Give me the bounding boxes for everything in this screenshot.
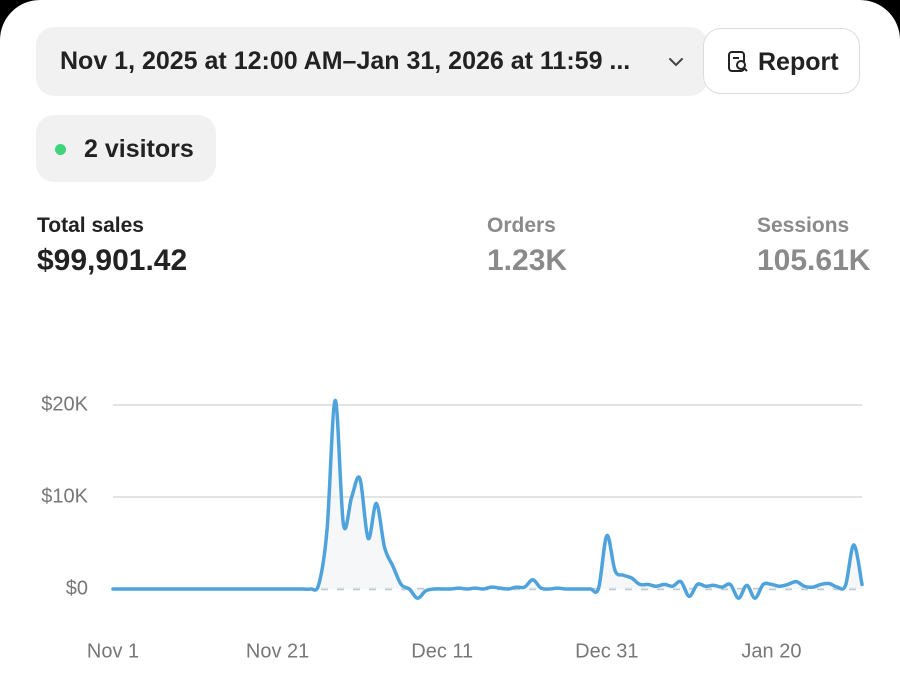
report-icon bbox=[728, 51, 748, 72]
live-dot bbox=[55, 144, 66, 155]
metric-value: 105.61K bbox=[757, 244, 871, 277]
x-tick-label: Dec 31 bbox=[575, 640, 638, 662]
y-tick-label: $20K bbox=[41, 393, 88, 415]
y-tick-label: $10K bbox=[41, 485, 88, 507]
x-tick-label: Nov 21 bbox=[246, 640, 309, 662]
x-tick-label: Nov 1 bbox=[87, 640, 139, 662]
line bbox=[111, 398, 864, 600]
metric-label: Orders bbox=[487, 214, 556, 237]
x-tick-label: Dec 11 bbox=[411, 640, 473, 662]
date-range-picker[interactable]: Nov 1, 2025 at 12:00 AM–Jan 31, 2026 at … bbox=[36, 27, 708, 96]
metric-value: 1.23K bbox=[487, 244, 568, 277]
metric-value: $99,901.42 bbox=[37, 244, 188, 277]
date-range-text: Nov 1, 2025 at 12:00 AM–Jan 31, 2026 at … bbox=[60, 47, 631, 75]
chevron-icon bbox=[669, 58, 683, 67]
area bbox=[113, 400, 862, 599]
y-tick-label: $0 bbox=[66, 577, 88, 599]
metric-label: Sessions bbox=[757, 214, 850, 237]
visitors-text: 2 visitors bbox=[84, 135, 194, 163]
metric-label: Total sales bbox=[37, 214, 144, 237]
report-label: Report bbox=[758, 48, 839, 76]
x-tick-label: Jan 20 bbox=[741, 640, 801, 662]
report-button[interactable]: Report bbox=[703, 28, 860, 94]
visitors-pill[interactable]: 2 visitors bbox=[36, 115, 216, 182]
